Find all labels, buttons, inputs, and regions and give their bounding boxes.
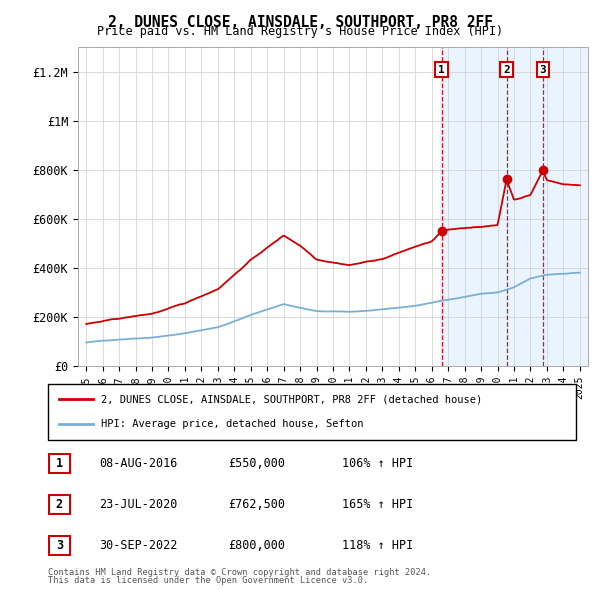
Text: £762,500: £762,500 <box>228 498 285 511</box>
Text: 106% ↑ HPI: 106% ↑ HPI <box>342 457 413 470</box>
Text: 2: 2 <box>503 64 510 74</box>
Text: 2, DUNES CLOSE, AINSDALE, SOUTHPORT, PR8 2FF (detached house): 2, DUNES CLOSE, AINSDALE, SOUTHPORT, PR8… <box>101 394 482 404</box>
FancyBboxPatch shape <box>49 495 70 514</box>
Text: Price paid vs. HM Land Registry's House Price Index (HPI): Price paid vs. HM Land Registry's House … <box>97 25 503 38</box>
Text: 23-JUL-2020: 23-JUL-2020 <box>99 498 178 511</box>
Text: 3: 3 <box>539 64 546 74</box>
Text: HPI: Average price, detached house, Sefton: HPI: Average price, detached house, Seft… <box>101 419 364 429</box>
Bar <box>440 47 590 366</box>
Text: £800,000: £800,000 <box>228 539 285 552</box>
Text: This data is licensed under the Open Government Licence v3.0.: This data is licensed under the Open Gov… <box>48 576 368 585</box>
Text: Contains HM Land Registry data © Crown copyright and database right 2024.: Contains HM Land Registry data © Crown c… <box>48 568 431 577</box>
Text: 08-AUG-2016: 08-AUG-2016 <box>99 457 178 470</box>
FancyBboxPatch shape <box>49 536 70 555</box>
Text: 165% ↑ HPI: 165% ↑ HPI <box>342 498 413 511</box>
Text: 3: 3 <box>56 539 63 552</box>
Text: 118% ↑ HPI: 118% ↑ HPI <box>342 539 413 552</box>
Text: 2: 2 <box>56 498 63 511</box>
FancyBboxPatch shape <box>49 454 70 473</box>
FancyBboxPatch shape <box>48 384 576 440</box>
Text: 1: 1 <box>438 64 445 74</box>
Text: 30-SEP-2022: 30-SEP-2022 <box>99 539 178 552</box>
Text: 2, DUNES CLOSE, AINSDALE, SOUTHPORT, PR8 2FF: 2, DUNES CLOSE, AINSDALE, SOUTHPORT, PR8… <box>107 15 493 30</box>
Text: £550,000: £550,000 <box>228 457 285 470</box>
Text: 1: 1 <box>56 457 63 470</box>
